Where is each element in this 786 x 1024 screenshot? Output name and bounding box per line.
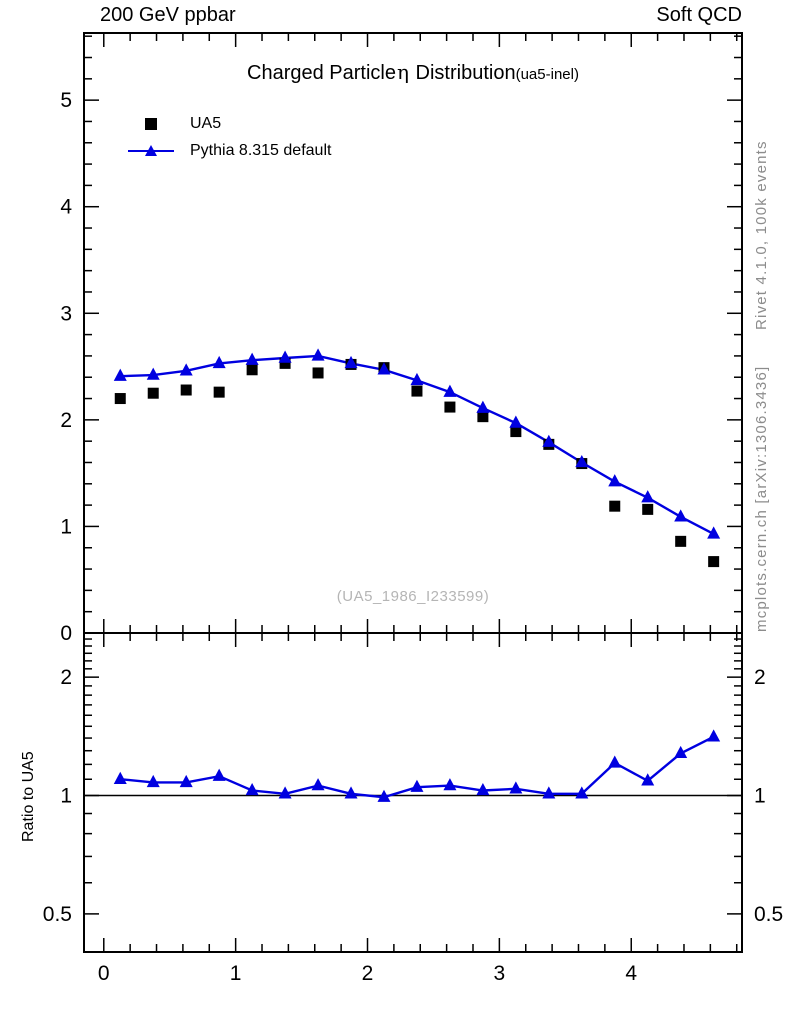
legend-item-pythia: Pythia 8.315 default xyxy=(125,137,331,164)
ua5-data-point xyxy=(246,364,258,376)
x-tick-label: 3 xyxy=(494,962,506,985)
legend-marker-cell xyxy=(125,117,177,131)
ua5-data-point xyxy=(147,387,159,399)
pythia-data-point xyxy=(179,363,193,376)
legend-marker-cell xyxy=(125,144,177,158)
ratio-y-tick-label-left: 0.5 xyxy=(43,903,72,926)
mcplots-credit-label: mcplots.cern.ch [arXiv:1306.3436] xyxy=(753,365,770,632)
ratio-y-tick-label-right: 1 xyxy=(754,785,766,808)
ua5-data-point xyxy=(279,357,291,369)
process-group-label: Soft QCD xyxy=(656,4,742,26)
pythia-data-point xyxy=(608,474,622,487)
ua5-data-point xyxy=(444,401,456,413)
plot-title: Charged Particleη Distribution(ua5-inel) xyxy=(84,60,742,85)
main-y-tick-label: 1 xyxy=(60,515,72,538)
plot-title-main: Charged Particle xyxy=(247,62,396,84)
pythia-data-point xyxy=(212,355,226,369)
ratio-data-point xyxy=(542,786,556,799)
ratio-data-point xyxy=(410,779,424,792)
pythia-data-point xyxy=(146,367,160,380)
legend-label-pythia: Pythia 8.315 default xyxy=(190,141,332,159)
ratio-y-tick-label-left: 1 xyxy=(60,785,72,808)
rivet-version-label: Rivet 4.1.0, 100k events xyxy=(753,140,770,330)
ratio-y-tick-label-right: 0.5 xyxy=(754,903,783,926)
ratio-data-point xyxy=(377,789,391,802)
pythia-data-point xyxy=(641,490,655,503)
legend: UA5 Pythia 8.315 default xyxy=(125,110,331,164)
ratio-data-point xyxy=(245,782,259,796)
ua5-data-point xyxy=(213,386,225,398)
pythia-data-point xyxy=(443,384,457,397)
beam-energy-label: 200 GeV ppbar xyxy=(100,4,236,26)
pythia-data-point xyxy=(542,434,556,447)
x-tick-label: 1 xyxy=(230,962,242,985)
plot-title-rest: Distribution xyxy=(409,62,516,84)
ua5-data-point xyxy=(642,503,654,515)
pythia-data-point xyxy=(509,415,523,428)
pythia-data-point xyxy=(278,350,292,363)
ratio-data-point xyxy=(344,786,358,799)
ua5-data-point xyxy=(510,426,522,438)
ratio-data-point xyxy=(212,768,226,781)
eta-symbol: η xyxy=(397,60,409,84)
main-y-tick-label: 5 xyxy=(60,89,72,112)
ua5-data-point xyxy=(180,384,192,396)
main-y-tick-label: 0 xyxy=(60,622,72,645)
pythia-data-point xyxy=(344,355,358,369)
legend-label-ua5: UA5 xyxy=(190,114,222,132)
pythia-data-point xyxy=(113,368,127,381)
ratio-data-point xyxy=(707,729,721,742)
ua5-data-point xyxy=(477,411,489,423)
pythia-data-point xyxy=(476,400,490,413)
plot-title-suffix: (ua5-inel) xyxy=(515,66,579,83)
ratio-y-tick-label-right: 2 xyxy=(754,666,766,689)
pythia-data-point xyxy=(674,509,688,522)
ua5-data-point xyxy=(675,535,687,547)
ua5-data-point xyxy=(708,556,720,568)
main-y-label-group: 0 1 2 3 4 5 xyxy=(60,89,72,645)
pythia-data-point xyxy=(707,526,721,539)
ratio-data-point xyxy=(113,771,127,784)
pythia-data-point xyxy=(410,372,424,386)
ratio-data-point xyxy=(509,781,523,794)
pythia-data-point xyxy=(377,362,391,375)
ratio-data-point xyxy=(476,782,490,796)
ua5-data-point xyxy=(114,393,126,405)
ratio-data-point xyxy=(179,774,193,788)
ratio-panel-frame xyxy=(83,632,743,953)
analysis-watermark: (UA5_1986_I233599) xyxy=(336,588,490,605)
ratio-data-point xyxy=(641,773,655,786)
ratio-data-point xyxy=(575,786,589,799)
ratio-y-tick-label-left: 2 xyxy=(60,666,72,689)
pythia-data-point xyxy=(245,352,259,365)
pythia-data-point xyxy=(311,348,325,361)
ratio-data-point xyxy=(443,778,457,791)
ua5-square-icon xyxy=(145,117,157,130)
x-tick-label: 2 xyxy=(362,962,374,985)
ratio-data-point xyxy=(311,778,325,791)
ratio-data-point xyxy=(674,745,688,759)
legend-item-ua5: UA5 xyxy=(125,110,331,137)
ratio-data-point xyxy=(608,755,622,768)
ua5-data-point xyxy=(609,500,621,512)
ratio-axis-label: Ratio to UA5 xyxy=(20,751,37,842)
main-y-tick-label: 4 xyxy=(60,196,72,219)
main-y-tick-label: 2 xyxy=(60,409,72,432)
ua5-data-point xyxy=(411,385,423,397)
ratio-data-point xyxy=(278,786,292,799)
ratio-data-point xyxy=(146,774,160,788)
main-y-tick-label: 3 xyxy=(60,302,72,325)
x-tick-label: 4 xyxy=(625,962,637,985)
pythia-triangle-icon xyxy=(144,144,157,156)
pythia-data-point xyxy=(575,454,589,468)
ua5-data-point xyxy=(312,367,324,379)
x-tick-label: 0 xyxy=(98,962,110,985)
